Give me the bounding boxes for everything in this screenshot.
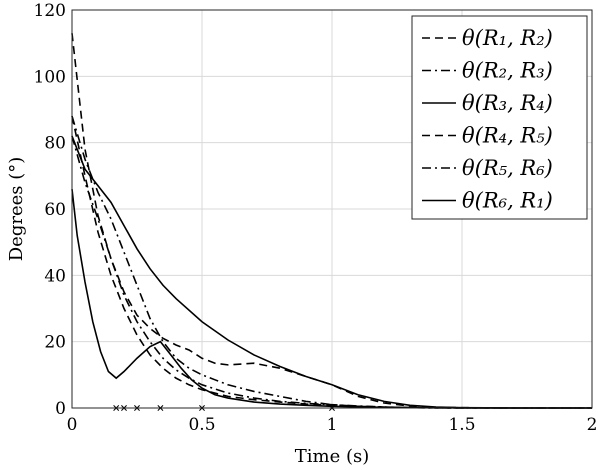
plot-frame: [71, 9, 593, 409]
y-tick-label: 20: [44, 333, 66, 353]
series-lines: [71, 33, 592, 409]
y-tick-label: 100: [34, 67, 66, 87]
legend-label-5: θ(R₅, R₆): [462, 156, 553, 180]
x-tick-label: 2: [587, 415, 598, 435]
y-tick-label: 120: [34, 1, 66, 21]
x-tick-label: 1.5: [448, 415, 475, 435]
x-tick-label: 0: [67, 415, 78, 435]
y-tick-label: 40: [44, 266, 66, 286]
x-tick-label: 0.5: [188, 415, 215, 435]
legend: θ(R₁, R₂) θ(R₂, R₃) θ(R₃, R₄) θ(R₄, R₅) θ(R₅…: [411, 15, 588, 220]
series-line-3: [71, 135, 592, 409]
legend-box: [411, 15, 588, 220]
y-tick-label: 0: [55, 399, 66, 419]
y-tick-label: 80: [44, 134, 66, 154]
x-tick-label: 1: [327, 415, 338, 435]
x-tick-labels: 0 0.5 1 1.5 2: [67, 415, 598, 435]
x-axis-label: Time (s): [295, 446, 370, 467]
y-axis-label: Degrees (°): [6, 157, 27, 262]
legend-label-6: θ(R₆, R₁): [462, 189, 553, 213]
legend-label-4: θ(R₄, R₅): [462, 124, 553, 148]
y-tick-labels: 0 20 40 60 80 100 120: [34, 1, 66, 419]
legend-label-2: θ(R₂, R₃): [462, 59, 553, 83]
legend-label-3: θ(R₃, R₄): [462, 91, 553, 115]
series-line-6: [71, 189, 592, 409]
series-line-4: [71, 115, 592, 409]
y-tick-label: 60: [44, 200, 66, 220]
series-line-2: [71, 115, 592, 409]
legend-label-1: θ(R₁, R₂): [462, 26, 553, 50]
